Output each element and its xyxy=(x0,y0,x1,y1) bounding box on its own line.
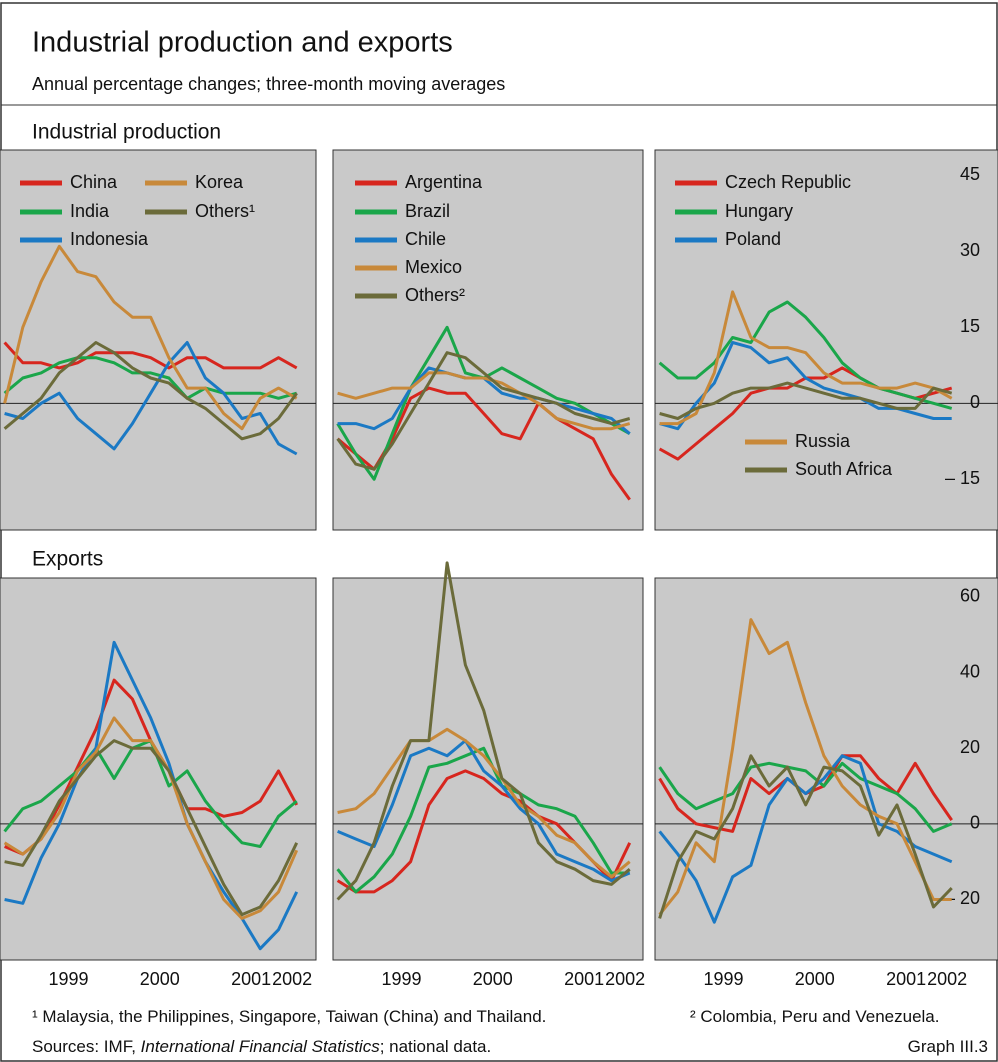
legend-label: Czech Republic xyxy=(725,172,851,192)
x-tick-label: 2001 xyxy=(886,969,926,989)
legend-label: China xyxy=(70,172,118,192)
y-tick-label: 0 xyxy=(970,392,980,412)
y-tick-label: 0 xyxy=(970,813,980,833)
graph-label: Graph III.3 xyxy=(907,1037,988,1056)
legend-label: India xyxy=(70,201,110,221)
series-line xyxy=(659,290,953,426)
series-line xyxy=(336,746,630,894)
legend-label: Others² xyxy=(405,285,465,305)
legend-label: Argentina xyxy=(405,172,483,192)
y-tick-label: 40 xyxy=(960,661,980,681)
footnote: ¹ Malaysia, the Philippines, Singapore, … xyxy=(32,1007,547,1026)
sources: Sources: IMF, International Financial St… xyxy=(32,1037,491,1057)
plot-area xyxy=(0,149,317,531)
series-line xyxy=(3,244,298,431)
x-tick-label: 1999 xyxy=(48,969,88,989)
y-tick-label: 15 xyxy=(960,316,980,336)
series-line xyxy=(3,356,298,400)
series-line xyxy=(337,727,631,879)
legend-label: Mexico xyxy=(405,257,462,277)
sources-text: Sources: IMF, xyxy=(32,1037,141,1056)
series-line xyxy=(3,716,299,920)
series-line xyxy=(658,761,953,833)
legend-label: Russia xyxy=(795,431,851,451)
legend-label: Korea xyxy=(195,172,244,192)
y-tick-label: – 20 xyxy=(945,888,980,908)
x-tick-label: 1999 xyxy=(703,969,743,989)
series-line xyxy=(337,371,631,431)
y-tick-label: 20 xyxy=(960,737,980,757)
x-tick-label: 2002 xyxy=(927,969,967,989)
sources-text: International Financial Statistics xyxy=(140,1037,380,1056)
series-line xyxy=(337,739,631,883)
y-tick-label: 60 xyxy=(960,586,980,606)
legend-label: Poland xyxy=(725,229,781,249)
x-tick-label: 2000 xyxy=(140,969,180,989)
x-tick-label: 1999 xyxy=(381,969,421,989)
sources-text: ; national data. xyxy=(379,1037,492,1056)
section-title: Industrial production xyxy=(32,121,221,144)
plot-area xyxy=(0,577,317,961)
legend-label: South Africa xyxy=(795,459,893,479)
y-tick-label: 45 xyxy=(960,164,980,184)
legend-label: Indonesia xyxy=(70,229,149,249)
chart-title: Industrial production and exports xyxy=(32,27,453,59)
legend-label: Others¹ xyxy=(195,201,255,221)
series-line xyxy=(658,618,952,916)
x-tick-label: 2001 xyxy=(231,969,271,989)
plot-area xyxy=(332,577,644,961)
series-line xyxy=(336,351,631,471)
y-tick-label: – 15 xyxy=(945,468,980,488)
subtitle: Annual percentage changes; three-month m… xyxy=(32,74,505,94)
series-line xyxy=(336,561,631,901)
legend-label: Chile xyxy=(405,229,446,249)
series-line xyxy=(658,754,953,919)
x-tick-label: 2000 xyxy=(473,969,513,989)
section-title: Exports xyxy=(32,548,103,571)
y-tick-label: 30 xyxy=(960,240,980,260)
legend-label: Hungary xyxy=(725,201,793,221)
x-tick-label: 2002 xyxy=(272,969,312,989)
series-line xyxy=(658,300,953,410)
plot-area xyxy=(332,149,644,531)
x-tick-label: 2000 xyxy=(795,969,835,989)
series-line xyxy=(4,739,299,917)
footnote: ² Colombia, Peru and Venezuela. xyxy=(690,1007,940,1026)
series-line xyxy=(659,381,953,420)
series-line xyxy=(4,640,299,951)
x-tick-label: 2002 xyxy=(605,969,645,989)
x-tick-label: 2001 xyxy=(564,969,604,989)
series-line xyxy=(3,341,298,441)
legend-label: Brazil xyxy=(405,201,450,221)
